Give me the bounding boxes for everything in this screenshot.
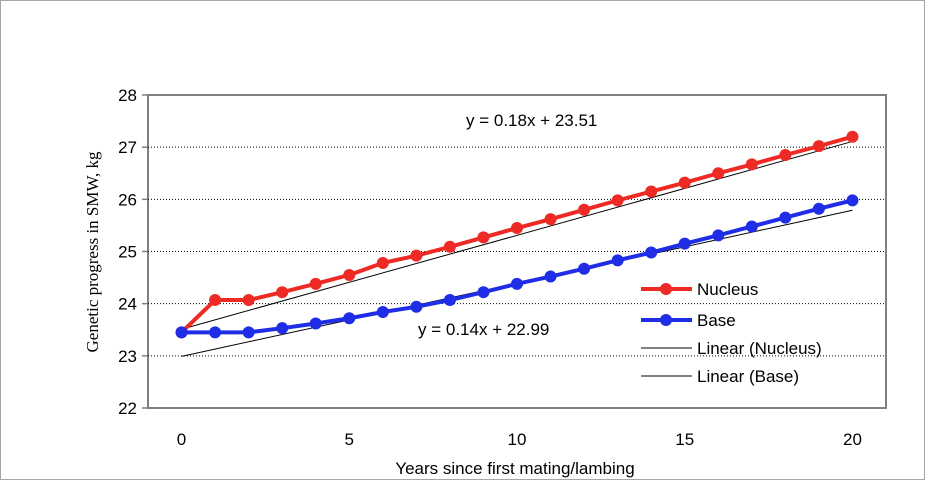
legend-nucleus-swatch-marker	[660, 283, 672, 295]
y-tick-label-23: 23	[118, 347, 137, 366]
y-axis-title: Genetic progress in SMW, kg	[83, 151, 102, 352]
point-base-18	[779, 211, 792, 224]
point-nucleus-2	[242, 294, 255, 307]
point-base-2	[242, 326, 255, 339]
x-tick-label-20: 20	[843, 430, 862, 449]
y-tick-label-26: 26	[118, 190, 137, 209]
legend: Nucleus Base Linear (Nucleus) Linear (Ba…	[641, 280, 822, 386]
point-nucleus-6	[376, 256, 389, 269]
trendline-nucleus	[181, 140, 853, 330]
point-nucleus-19	[812, 140, 825, 153]
legend-nucleus-label: Nucleus	[697, 280, 758, 299]
point-nucleus-7	[410, 249, 423, 262]
point-base-15	[678, 237, 691, 250]
point-base-4	[309, 317, 322, 330]
legend-base-label: Base	[697, 311, 736, 330]
x-tick-label-15: 15	[675, 430, 694, 449]
grid-lines	[148, 146, 886, 357]
point-nucleus-5	[343, 268, 356, 281]
y-tick-label-28: 28	[118, 86, 137, 105]
x-axis-title: Years since first mating/lambing	[395, 459, 634, 478]
x-tick-label-10: 10	[508, 430, 527, 449]
point-base-16	[712, 229, 725, 242]
y-tick-label-27: 27	[118, 138, 137, 157]
y-axis-ticks: 22 23 24 25 26 27 28	[118, 86, 148, 418]
point-nucleus-1	[209, 294, 222, 307]
point-nucleus-14	[645, 185, 658, 198]
series-lines	[175, 130, 859, 339]
point-base-5	[343, 312, 356, 325]
point-nucleus-11	[544, 213, 557, 226]
point-nucleus-8	[443, 240, 456, 253]
point-nucleus-9	[477, 231, 490, 244]
point-nucleus-20	[846, 130, 859, 143]
point-base-20	[846, 194, 859, 207]
point-base-0	[175, 326, 188, 339]
point-base-3	[276, 322, 289, 335]
point-base-12	[578, 262, 591, 275]
nucleus-equation-label: y = 0.18x + 23.51	[466, 111, 597, 130]
legend-base-swatch-marker	[660, 314, 672, 326]
point-base-6	[376, 306, 389, 319]
point-base-19	[812, 202, 825, 215]
legend-linear-nucleus-label: Linear (Nucleus)	[697, 339, 822, 358]
x-axis-ticks: 0 5 10 15 20	[177, 430, 862, 449]
y-tick-label-24: 24	[118, 295, 137, 314]
point-base-10	[511, 277, 523, 290]
point-nucleus-12	[578, 203, 591, 216]
point-nucleus-4	[309, 277, 322, 290]
point-base-13	[611, 254, 624, 267]
legend-linear-base-label: Linear (Base)	[697, 367, 799, 386]
point-nucleus-17	[745, 158, 758, 171]
x-tick-label-5: 5	[345, 430, 354, 449]
y-tick-label-22: 22	[118, 399, 137, 418]
point-nucleus-3	[276, 286, 289, 299]
point-base-17	[745, 220, 758, 233]
point-nucleus-10	[511, 222, 523, 235]
point-nucleus-18	[779, 148, 792, 161]
point-nucleus-13	[611, 194, 624, 207]
x-tick-label-0: 0	[177, 430, 186, 449]
point-base-14	[645, 246, 658, 259]
point-nucleus-16	[712, 167, 725, 180]
point-base-11	[544, 270, 557, 283]
point-base-8	[443, 294, 456, 307]
point-base-1	[209, 326, 222, 339]
point-nucleus-15	[678, 176, 691, 189]
point-base-7	[410, 300, 423, 313]
y-tick-label-25: 25	[118, 243, 137, 262]
point-base-9	[477, 286, 490, 299]
base-equation-label: y = 0.14x + 22.99	[418, 320, 549, 339]
